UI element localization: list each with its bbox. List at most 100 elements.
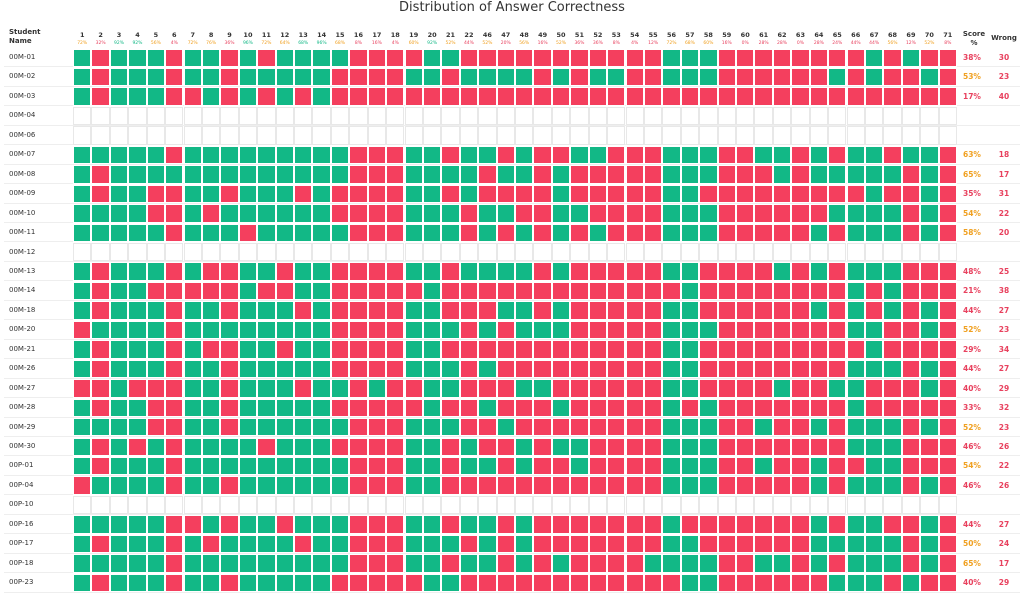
- answer-cell: [183, 87, 202, 106]
- empty-cell: [386, 106, 405, 126]
- answer-cell: [570, 165, 589, 184]
- answer-cell: [128, 554, 147, 573]
- answer-cell: [386, 320, 405, 340]
- answer-cell: [864, 87, 884, 106]
- answer-cell: [73, 573, 92, 593]
- answer-cell: [459, 281, 479, 301]
- empty-cell: [846, 495, 865, 515]
- answer-cell: [294, 301, 313, 320]
- answer-cell: [496, 476, 515, 495]
- answer-cell: [791, 281, 810, 301]
- answer-cell: [736, 67, 755, 87]
- answer-cell: [920, 456, 939, 476]
- answer-cell: [551, 262, 571, 281]
- answer-cell: [220, 67, 239, 87]
- question-percent: 0%: [796, 41, 805, 46]
- answer-cell: [459, 204, 479, 223]
- answer-cell: [625, 223, 644, 242]
- answer-cell: [73, 437, 92, 456]
- answer-cell: [386, 67, 405, 87]
- question-number: 20: [427, 31, 437, 39]
- answer-cell: [349, 48, 368, 67]
- answer-cell: [478, 456, 497, 476]
- answer-cell: [91, 359, 110, 379]
- answer-cell: [846, 418, 865, 437]
- answer-cell: [183, 281, 202, 301]
- empty-cell: [938, 106, 957, 126]
- answer-cell: [699, 418, 718, 437]
- answer-cell: [275, 262, 294, 281]
- answer-cell: [625, 476, 644, 495]
- answer-cell: [754, 476, 773, 495]
- answer-cell: [128, 398, 147, 418]
- answer-cell: [183, 476, 202, 495]
- answer-cell: [846, 87, 865, 106]
- empty-cell: [330, 106, 350, 126]
- empty-cell: [441, 126, 460, 145]
- question-percent: 68%: [684, 41, 695, 46]
- answer-cell: [551, 418, 571, 437]
- answer-cell: [791, 204, 810, 223]
- answer-cell: [496, 554, 515, 573]
- empty-cell: [588, 106, 608, 126]
- answer-cell: [533, 515, 552, 534]
- empty-cell: [920, 106, 939, 126]
- answer-cell: [736, 48, 755, 67]
- answer-cell: [422, 456, 442, 476]
- answer-cell: [422, 379, 442, 398]
- answer-cell: [588, 398, 608, 418]
- answer-cell: [73, 184, 92, 204]
- answer-cell: [404, 515, 423, 534]
- empty-cell: [404, 126, 423, 145]
- answer-cell: [809, 340, 829, 359]
- answer-cell: [607, 320, 626, 340]
- answer-cell: [643, 554, 663, 573]
- answer-cell: [643, 456, 663, 476]
- question-number: 46: [482, 31, 492, 39]
- answer-cell: [551, 204, 571, 223]
- empty-cell: [220, 243, 239, 262]
- empty-cell: [109, 243, 129, 262]
- answer-cell: [91, 476, 110, 495]
- answer-cell: [883, 48, 902, 67]
- answer-cell: [643, 476, 663, 495]
- empty-cell: [220, 495, 239, 515]
- answer-cell: [625, 262, 644, 281]
- answer-cell: [91, 301, 110, 320]
- answer-cell: [367, 67, 387, 87]
- answer-cell: [772, 573, 792, 593]
- answer-cell: [367, 554, 387, 573]
- answer-cell: [183, 379, 202, 398]
- answer-cell: [330, 320, 350, 340]
- answer-cell: [183, 223, 202, 242]
- answer-cell: [699, 359, 718, 379]
- score: 17%: [963, 91, 981, 101]
- answer-cell: [828, 398, 847, 418]
- answer-cell: [607, 476, 626, 495]
- answer-cell: [533, 184, 552, 204]
- answer-cell: [533, 320, 552, 340]
- answer-cell: [294, 573, 313, 593]
- answer-cell: [846, 67, 865, 87]
- answer-cell: [404, 223, 423, 242]
- answer-cell: [478, 418, 497, 437]
- answer-cell: [625, 379, 644, 398]
- answer-cell: [570, 437, 589, 456]
- answer-cell: [294, 554, 313, 573]
- answer-cell: [183, 301, 202, 320]
- answer-cell: [91, 398, 110, 418]
- answer-cell: [91, 204, 110, 223]
- empty-cell: [901, 243, 921, 262]
- answer-cell: [809, 573, 829, 593]
- answer-cell: [312, 165, 331, 184]
- empty-cell: [717, 495, 736, 515]
- answer-cell: [201, 476, 221, 495]
- answer-cell: [828, 223, 847, 242]
- answer-cell: [754, 281, 773, 301]
- answer-cell: [883, 87, 902, 106]
- answer-cell: [570, 418, 589, 437]
- answer-cell: [422, 320, 442, 340]
- answer-cell: [91, 281, 110, 301]
- answer-cell: [441, 281, 460, 301]
- answer-cell: [201, 262, 221, 281]
